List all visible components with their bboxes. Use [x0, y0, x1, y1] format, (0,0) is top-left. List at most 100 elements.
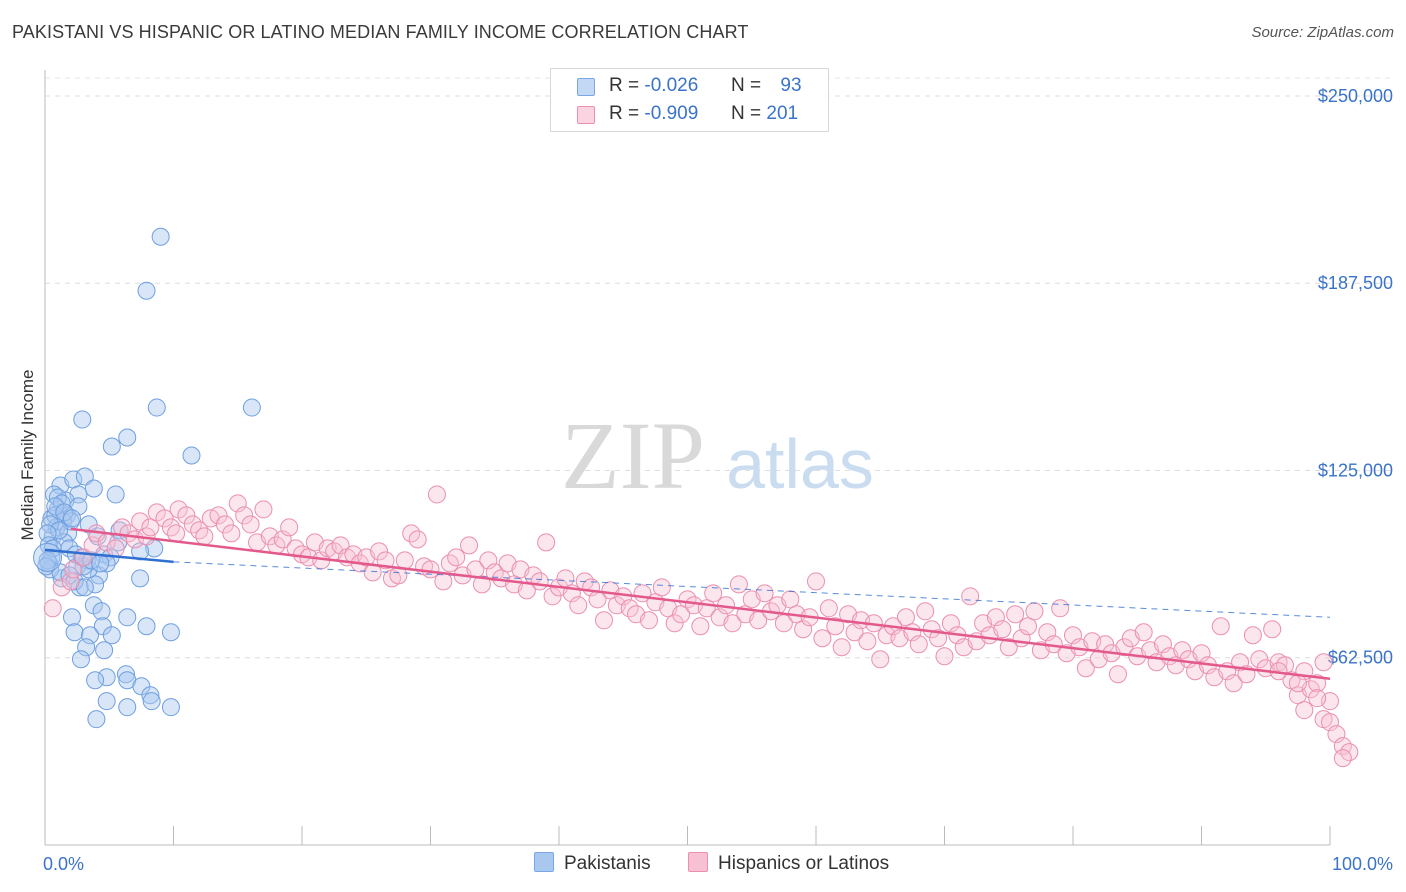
pakistani-point: [62, 608, 81, 627]
legend-n-value: 93: [780, 75, 802, 96]
x-tick-label-max: 100.0%: [1332, 854, 1393, 874]
legend-r-label: R =: [609, 75, 640, 96]
hispanic-point: [1224, 674, 1243, 693]
pakistani-point: [182, 446, 201, 465]
pakistani-point: [118, 698, 137, 717]
hispanic-point: [195, 527, 214, 546]
hispanic-point: [141, 518, 160, 537]
hispanic-point: [1019, 617, 1038, 636]
pakistani-point: [38, 551, 57, 570]
pakistani-point: [102, 437, 121, 456]
hispanic-point: [472, 575, 491, 594]
legend-item-pakistanis: Pakistanis: [534, 852, 651, 875]
legend-r-label: R =: [609, 103, 640, 124]
hispanic-point: [755, 584, 774, 603]
hispanic-point: [161, 518, 180, 537]
hispanic-point: [190, 521, 209, 540]
hispanic-point: [530, 572, 549, 591]
hispanic-point: [807, 572, 825, 591]
hispanic-point: [43, 599, 62, 618]
hispanic-point: [537, 533, 556, 552]
pakistani-point: [147, 398, 166, 417]
hispanic-point: [131, 512, 150, 531]
pakistani-point: [71, 650, 90, 669]
hispanic-point: [395, 551, 414, 570]
y-tick-label: $187,500: [1318, 273, 1393, 293]
legend-item-hispanics: Hispanics or Latinos: [688, 852, 889, 875]
hispanic-point: [1025, 602, 1044, 621]
pakistani-point: [151, 227, 170, 246]
hispanic-point: [167, 524, 186, 543]
legend-n-value: 201: [766, 103, 799, 124]
legend-swatch-hispanics: [577, 106, 595, 124]
pakistani-point: [137, 617, 156, 636]
hispanic-point: [1108, 665, 1127, 684]
hispanic-point: [781, 590, 800, 609]
hispanic-point: [1288, 674, 1307, 693]
hispanic-point: [704, 584, 723, 603]
pakistani-point: [73, 410, 92, 429]
pakistani-trend-line: [44, 548, 174, 564]
legend-n-label: N =: [731, 103, 762, 124]
pakistani-point: [242, 398, 261, 417]
hispanic-point: [209, 506, 228, 525]
pakistani-point: [70, 578, 89, 597]
x-tick-label-min: 0.0%: [43, 854, 84, 874]
pakistani-point: [86, 671, 105, 690]
hispanic-point: [672, 605, 691, 624]
pakistani-point: [131, 569, 150, 588]
hispanic-point: [819, 599, 838, 618]
hispanic-point: [1173, 641, 1192, 660]
hispanic-point: [871, 650, 890, 669]
hispanic-point: [729, 575, 748, 594]
hispanic-point: [235, 506, 254, 525]
pakistani-point: [161, 698, 180, 717]
watermark-atlas: atlas: [726, 425, 874, 503]
hispanic-point: [241, 515, 260, 534]
hispanic-point: [1333, 749, 1352, 768]
hispanic-point: [909, 635, 928, 654]
pakistani-point: [87, 710, 106, 729]
hispanic-point: [408, 530, 427, 549]
pakistani-point: [118, 428, 137, 447]
pakistani-point: [79, 515, 98, 534]
pakistani-point: [142, 692, 161, 711]
hispanic-point: [370, 542, 389, 561]
hispanic-point: [222, 524, 241, 543]
hispanic-point: [652, 578, 671, 597]
hispanic-point: [896, 608, 915, 627]
pakistani-trend-extension: [173, 561, 1331, 618]
hispanic-point: [254, 500, 273, 519]
pakistani-point: [77, 638, 96, 657]
hispanic-point: [1076, 659, 1095, 678]
hispanic-point: [929, 629, 948, 648]
pakistani-point: [97, 692, 116, 711]
hispanic-point: [594, 611, 613, 630]
pakistani-point: [92, 602, 111, 621]
grid-lines: [45, 77, 1393, 659]
hispanic-point: [177, 506, 196, 525]
legend-label-pakistanis: Pakistanis: [564, 853, 651, 874]
y-tick-label: $250,000: [1318, 86, 1393, 106]
pakistani-point: [84, 479, 103, 498]
pakistani-point: [161, 623, 180, 642]
y-axis-title: Median Family Income: [18, 369, 37, 540]
y-tick-label: $62,500: [1328, 648, 1393, 668]
series-hispanics: [43, 485, 1359, 768]
hispanic-point: [1308, 674, 1327, 693]
pakistani-point: [132, 677, 151, 696]
pakistani-point: [86, 575, 105, 594]
hispanic-point: [106, 539, 125, 558]
pakistani-point: [102, 626, 121, 645]
pakistani-point: [91, 554, 110, 573]
pakistani-point: [80, 626, 99, 645]
series-legend: Pakistanis Hispanics or Latinos: [0, 852, 1406, 878]
hispanic-point: [427, 485, 446, 504]
watermark: ZIP atlas: [561, 402, 874, 509]
hispanic-point: [1115, 638, 1134, 657]
series-pakistanis: [33, 227, 261, 729]
pakistani-point: [62, 509, 81, 528]
hispanic-point: [215, 515, 234, 534]
hispanic-point: [1211, 617, 1230, 636]
